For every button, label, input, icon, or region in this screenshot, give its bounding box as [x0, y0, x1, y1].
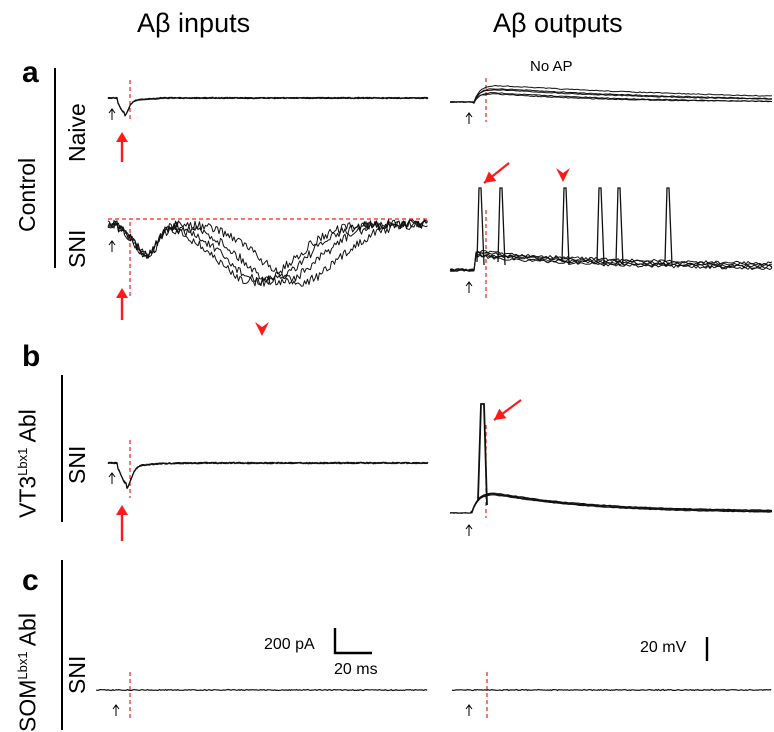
inputs-column-title: Aβ inputs — [137, 8, 251, 38]
som-input-trace — [96, 688, 428, 692]
scale-bars — [333, 628, 709, 661]
outputs-column-title: Aβ outputs — [493, 8, 623, 38]
vt3-input-trace — [107, 461, 429, 489]
vt3-onset-red-arrow-icon — [116, 505, 128, 515]
stimulus-up-arrow-icon — [465, 704, 473, 716]
vt3-input-trace — [107, 461, 429, 489]
naive-input-trace — [107, 96, 429, 116]
vt3-input-trace — [107, 461, 429, 489]
group-brackets — [54, 68, 63, 730]
vt3-output-trace — [449, 494, 773, 514]
stimulus-up-arrow-icon — [108, 472, 116, 484]
late-output-red-arrowhead-icon — [556, 168, 570, 182]
stimulus-up-arrow-icon — [465, 524, 473, 536]
stimulus-up-arrow-icon — [108, 240, 116, 252]
voltage-scale-label: 20 mV — [640, 639, 687, 656]
panel-b-letter: b — [22, 340, 41, 373]
time-scale-label: 20 ms — [334, 661, 378, 678]
sni-output-trace — [449, 252, 773, 272]
recording-traces — [96, 85, 773, 692]
action-potential-spike — [561, 187, 570, 266]
action-potential-spike — [615, 187, 624, 266]
action-potential-spike — [497, 187, 506, 266]
vt3-output-red-arrow-icon — [494, 408, 507, 420]
sni-output-trace — [449, 250, 773, 272]
panel-a-letter: a — [22, 56, 39, 89]
onset-dashed-lines — [108, 78, 488, 718]
stimulus-up-arrow-icon — [465, 281, 473, 293]
naive-input-trace — [107, 96, 429, 116]
current-scale-label: 200 pA — [264, 636, 315, 653]
vt3-output-trace — [449, 493, 772, 514]
sni-onset-red-arrow-icon — [116, 288, 128, 298]
action-potential-spike — [476, 187, 485, 266]
sni-input-trace — [107, 219, 428, 287]
late-input-red-arrowhead-icon — [255, 322, 269, 336]
sni-input-trace — [107, 219, 428, 286]
naive-input-trace — [107, 96, 429, 117]
naive-input-trace — [107, 96, 429, 116]
sni-output-trace — [449, 253, 773, 272]
naive-output-trace — [449, 85, 773, 103]
panel-c-letter: c — [22, 564, 39, 597]
vt3-action-potential-spike — [477, 403, 488, 506]
vt3-output-trace — [450, 492, 773, 514]
action-potential-spike — [596, 187, 605, 266]
current-time-scale-bar — [333, 628, 372, 655]
vt3-input-trace — [107, 461, 429, 490]
naive-output-trace — [449, 88, 772, 104]
naive-output-trace — [449, 89, 773, 103]
stimulus-up-arrow-icon — [112, 704, 120, 716]
markers — [108, 108, 570, 716]
naive-output-trace — [449, 92, 773, 104]
som-output-trace — [451, 688, 772, 692]
no-ap-annotation: No AP — [530, 58, 573, 75]
stimulus-up-arrow-icon — [108, 108, 116, 120]
sni-output-red-arrow-icon — [484, 171, 497, 183]
sni-output-trace — [449, 252, 773, 272]
naive-onset-red-arrow-icon — [116, 132, 128, 142]
stimulus-up-arrow-icon — [465, 112, 473, 124]
action-potential-spike — [664, 187, 673, 266]
